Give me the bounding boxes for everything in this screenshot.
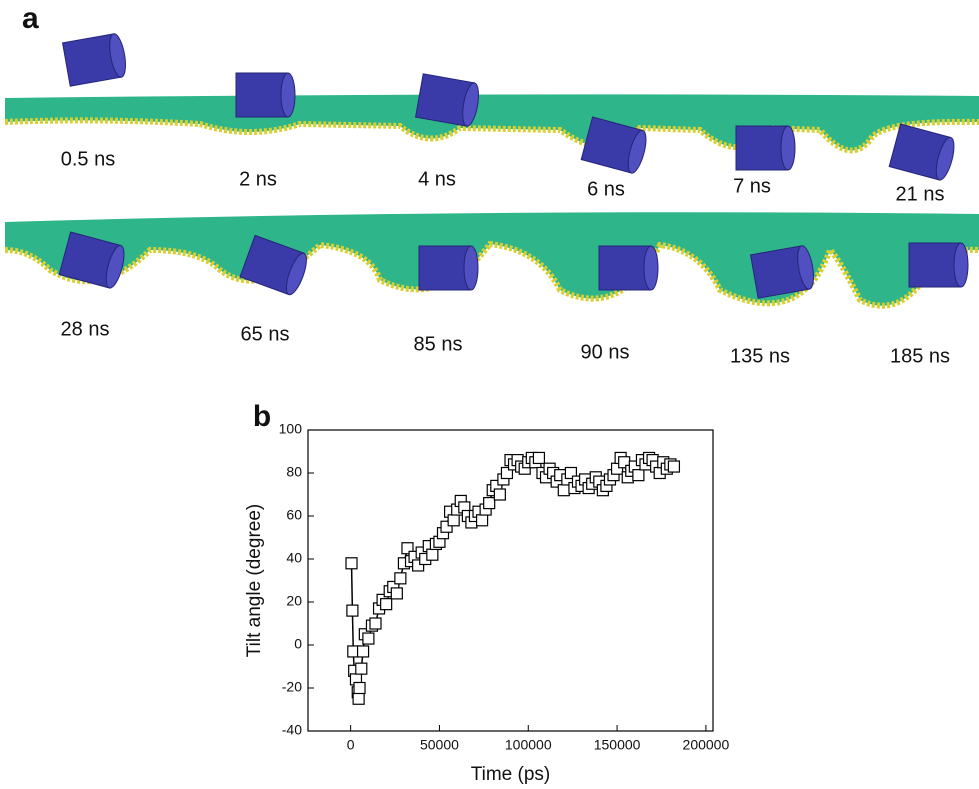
panel-label: b xyxy=(253,400,271,433)
nanotube-end xyxy=(953,242,969,288)
nanotube xyxy=(888,123,955,181)
nanotube xyxy=(61,33,126,87)
plot-frame xyxy=(307,429,714,732)
nanotube-end xyxy=(780,125,796,171)
marker xyxy=(493,488,506,501)
x-tick-label: 0 xyxy=(347,737,355,753)
nanotube xyxy=(414,73,479,127)
y-tick-label: 0 xyxy=(294,636,302,652)
nanotube-end xyxy=(462,82,479,127)
y-tick-label: 20 xyxy=(286,593,302,609)
nanotube xyxy=(598,245,659,291)
y-tick-label: 60 xyxy=(286,507,302,523)
snapshot-label: 6 ns xyxy=(587,178,625,200)
nanotube-end xyxy=(627,129,647,174)
x-axis-title: Time (ps) xyxy=(471,764,551,785)
snapshot-label: 21 ns xyxy=(896,183,945,205)
nanotube xyxy=(908,242,969,288)
marker xyxy=(369,617,382,630)
marker xyxy=(475,514,489,527)
snapshot-label: 7 ns xyxy=(733,175,771,197)
nanotube xyxy=(235,72,296,118)
x-tick-label: 200000 xyxy=(683,737,730,753)
nanotube-end xyxy=(105,244,125,289)
snapshot-label: 85 ns xyxy=(414,333,463,355)
marker xyxy=(447,514,460,527)
y-tick-label: -40 xyxy=(282,722,302,738)
marker xyxy=(426,548,439,561)
snapshot-label: 0.5 ns xyxy=(61,148,115,170)
marker xyxy=(390,587,403,600)
nanotube-end xyxy=(109,33,126,78)
snapshot-label: 4 ns xyxy=(418,168,456,190)
nanotube-body xyxy=(908,242,962,288)
marker xyxy=(346,604,359,617)
nanotube-body xyxy=(598,245,652,291)
snapshot-label: 185 ns xyxy=(890,345,950,367)
marker xyxy=(667,460,681,473)
snapshot-label: 90 ns xyxy=(581,341,630,363)
nanotube-end xyxy=(935,136,955,181)
snapshot-label: 28 ns xyxy=(61,318,110,340)
nanotube-end xyxy=(643,245,659,291)
nanotube xyxy=(749,245,814,299)
y-tick-label: 40 xyxy=(286,550,302,566)
nanotube-body xyxy=(235,72,289,118)
marker xyxy=(380,598,393,611)
nanotube xyxy=(418,245,479,291)
marker xyxy=(345,557,358,570)
marker xyxy=(564,466,577,480)
nanotube-body xyxy=(418,245,472,291)
marker xyxy=(394,572,407,585)
nanotube-end xyxy=(463,245,479,291)
nanotube xyxy=(58,231,125,289)
membrane xyxy=(5,212,979,306)
x-tick-label: 150000 xyxy=(594,737,641,753)
x-tick-label: 50000 xyxy=(420,737,459,753)
nanotube-end xyxy=(285,252,307,296)
y-tick-label: 100 xyxy=(279,421,303,437)
marker xyxy=(362,632,375,645)
snapshot-label: 135 ns xyxy=(730,345,790,367)
x-tick-label: 100000 xyxy=(505,737,552,753)
marker xyxy=(355,662,368,675)
marker xyxy=(557,484,570,497)
y-tick-label: 80 xyxy=(286,464,302,480)
nanotube-end xyxy=(797,245,814,290)
snapshot-label: 2 ns xyxy=(239,168,277,190)
membrane-snapshots xyxy=(4,94,979,309)
nanotube xyxy=(239,234,307,296)
y-tick-label: -20 xyxy=(282,679,302,695)
marker xyxy=(353,681,366,695)
headgroups xyxy=(4,240,979,309)
marker xyxy=(500,466,514,480)
nanotube-body xyxy=(735,125,789,171)
marker xyxy=(401,542,414,555)
marker xyxy=(440,520,453,533)
marker xyxy=(412,559,425,572)
panel-label: a xyxy=(22,2,39,35)
snapshot-label: 65 ns xyxy=(241,323,290,345)
marker xyxy=(356,645,370,658)
nanotube-end xyxy=(280,72,296,118)
marker xyxy=(632,469,645,482)
marker xyxy=(483,497,496,510)
nanotube xyxy=(580,116,647,174)
y-axis-title: Tilt angle (degree) xyxy=(244,504,265,657)
nanotube xyxy=(735,125,796,171)
marker xyxy=(352,692,365,705)
marker xyxy=(532,451,546,465)
